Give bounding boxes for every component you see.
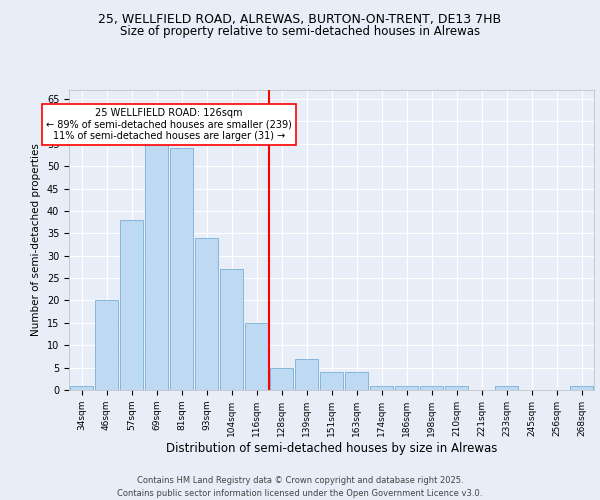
Bar [395, 386, 418, 390]
Text: 25, WELLFIELD ROAD, ALREWAS, BURTON-ON-TRENT, DE13 7HB: 25, WELLFIELD ROAD, ALREWAS, BURTON-ON-T… [98, 12, 502, 26]
Bar [370, 386, 394, 390]
Bar [569, 386, 593, 390]
Bar [344, 372, 368, 390]
Bar [320, 372, 343, 390]
Text: Size of property relative to semi-detached houses in Alrewas: Size of property relative to semi-detach… [120, 25, 480, 38]
Bar [170, 148, 193, 390]
Bar [295, 358, 319, 390]
Bar [269, 368, 293, 390]
Text: Contains HM Land Registry data © Crown copyright and database right 2025.: Contains HM Land Registry data © Crown c… [137, 476, 463, 485]
Bar [245, 323, 268, 390]
Y-axis label: Number of semi-detached properties: Number of semi-detached properties [31, 144, 41, 336]
Text: 25 WELLFIELD ROAD: 126sqm
← 89% of semi-detached houses are smaller (239)
11% of: 25 WELLFIELD ROAD: 126sqm ← 89% of semi-… [46, 108, 292, 141]
Bar [95, 300, 118, 390]
X-axis label: Distribution of semi-detached houses by size in Alrewas: Distribution of semi-detached houses by … [166, 442, 497, 454]
Bar [419, 386, 443, 390]
Text: Contains public sector information licensed under the Open Government Licence v3: Contains public sector information licen… [118, 489, 482, 498]
Bar [70, 386, 94, 390]
Bar [494, 386, 518, 390]
Bar [145, 135, 169, 390]
Bar [220, 269, 244, 390]
Bar [194, 238, 218, 390]
Bar [119, 220, 143, 390]
Bar [445, 386, 469, 390]
